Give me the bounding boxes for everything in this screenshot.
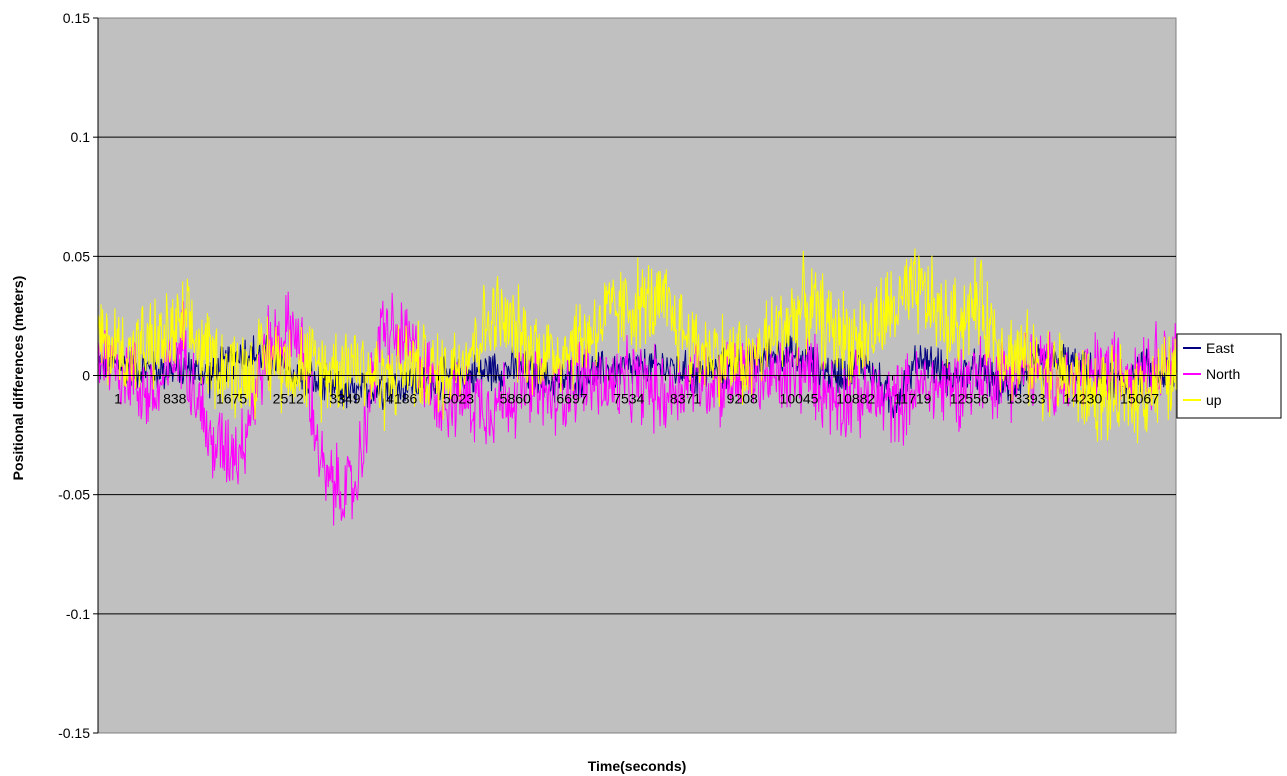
x-tick-label: 11719 <box>894 391 932 407</box>
x-tick-label: 12556 <box>950 391 989 407</box>
x-tick-label: 5023 <box>443 391 474 407</box>
x-axis-title: Time(seconds) <box>588 758 687 774</box>
x-tick-label: 9208 <box>727 391 758 407</box>
y-axis-title: Positional differences (meters) <box>10 276 26 481</box>
y-tick-label: -0.05 <box>58 487 90 503</box>
x-tick-label: 1 <box>114 391 122 407</box>
x-tick-label: 13393 <box>1007 391 1046 407</box>
x-tick-label: 1675 <box>216 391 247 407</box>
x-tick-label: 14230 <box>1063 391 1102 407</box>
y-tick-label: 0 <box>82 368 90 384</box>
x-tick-label: 7534 <box>613 391 644 407</box>
x-tick-label: 4186 <box>386 391 417 407</box>
y-axis: -0.15 -0.1 -0.05 0 0.05 0.1 0.15 <box>58 10 99 741</box>
y-tick-label: -0.1 <box>66 606 90 622</box>
x-tick-label: 2512 <box>273 391 304 407</box>
series-line-north <box>97 291 1177 526</box>
x-tick-label: 10045 <box>780 391 819 407</box>
legend-label-up: up <box>1206 392 1222 408</box>
legend-label-east: East <box>1206 340 1234 356</box>
series-line-up <box>97 248 1177 444</box>
x-axis: 1 838 1675 2512 3349 4186 5023 5860 6697 7534 8371… <box>97 375 1176 407</box>
series-layer <box>97 248 1177 526</box>
legend-label-north: North <box>1206 366 1240 382</box>
y-tick-label: -0.15 <box>58 725 90 741</box>
x-tick-label: 8371 <box>670 391 701 407</box>
y-tick-label: 0.15 <box>63 10 90 26</box>
x-tick-label: 6697 <box>556 391 587 407</box>
x-tick-label: 838 <box>163 391 187 407</box>
y-tick-label: 0.1 <box>71 129 91 145</box>
x-tick-label: 15067 <box>1120 391 1159 407</box>
x-tick-label: 3349 <box>329 391 360 407</box>
legend: East North up <box>1176 333 1282 419</box>
x-tick-label: 10882 <box>836 391 875 407</box>
x-tick-label: 5860 <box>500 391 531 407</box>
y-tick-label: 0.05 <box>63 248 90 264</box>
